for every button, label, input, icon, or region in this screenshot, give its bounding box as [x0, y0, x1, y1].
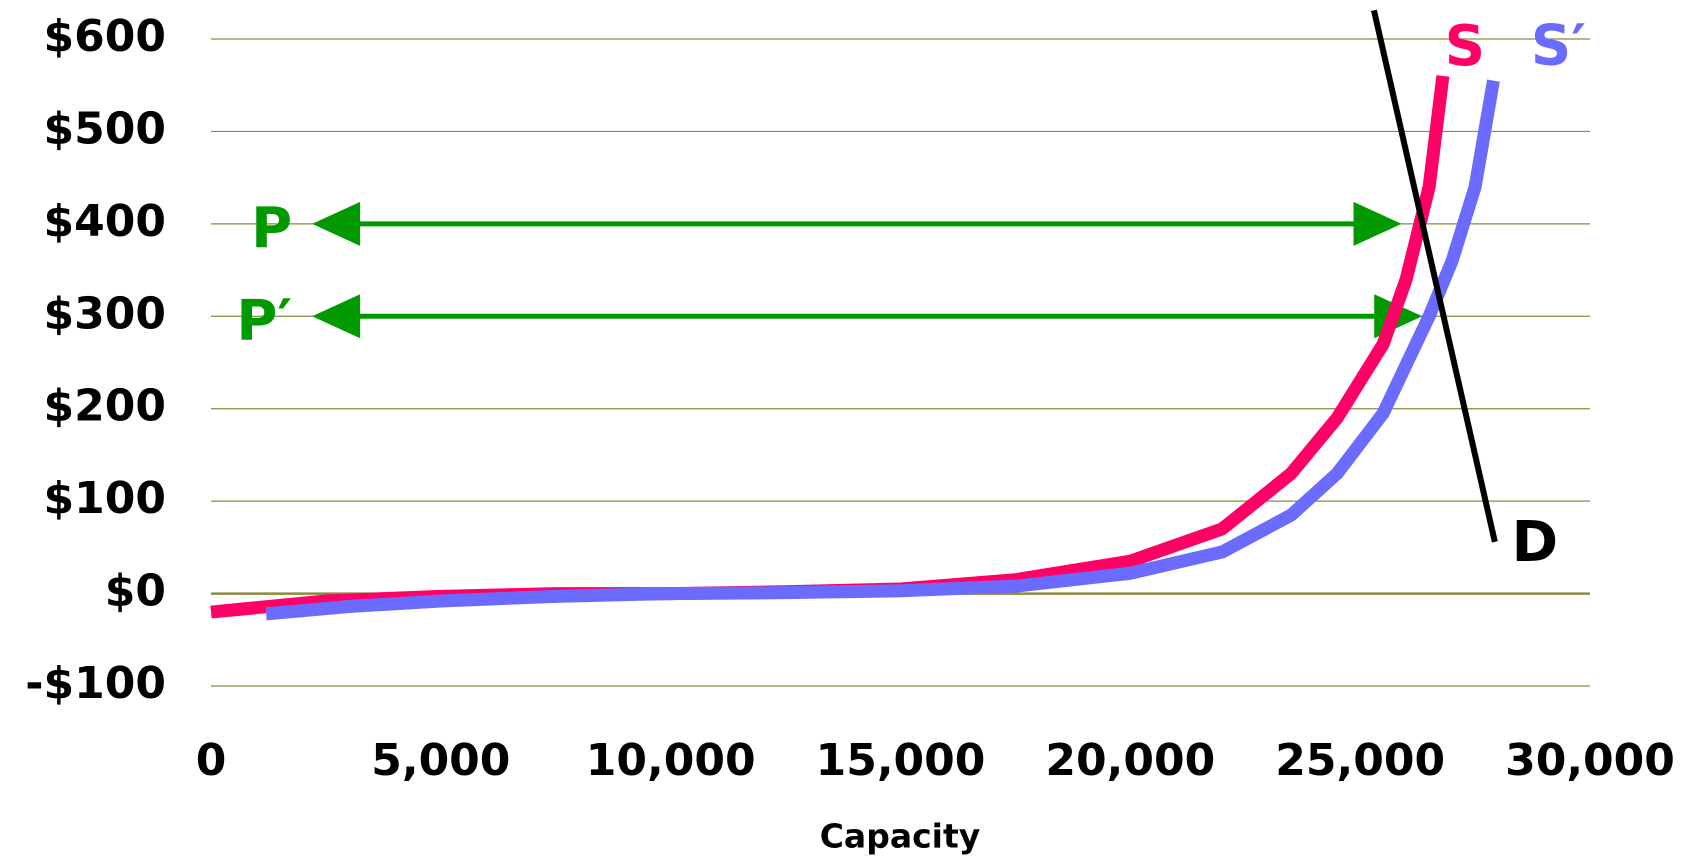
arrow-head — [312, 294, 361, 339]
series-label: S′ — [1531, 14, 1586, 79]
arrow-label: P′ — [236, 288, 292, 353]
series-label: D — [1512, 510, 1558, 575]
y-tick-label: $500 — [44, 103, 166, 154]
x-tick-label: 10,000 — [586, 735, 756, 786]
x-tick-label: 0 — [196, 735, 227, 786]
x-tick-label: 30,000 — [1505, 735, 1675, 786]
arrow-label: P — [251, 196, 292, 261]
x-tick-label: 5,000 — [371, 735, 510, 786]
arrow-head — [1353, 201, 1402, 246]
y-tick-label: $0 — [105, 566, 166, 617]
y-tick-label: $300 — [44, 288, 166, 339]
series-label: S — [1445, 14, 1485, 79]
x-tick-label: 25,000 — [1275, 735, 1445, 786]
y-tick-label: $600 — [44, 11, 166, 62]
y-tick-label: $200 — [44, 381, 166, 432]
x-tick-label: 15,000 — [816, 735, 986, 786]
y-tick-label: -$100 — [25, 658, 166, 709]
y-tick-label: $100 — [44, 473, 166, 524]
x-tick-label: 20,000 — [1045, 735, 1215, 786]
series-line — [1371, 9, 1498, 543]
y-tick-label: $400 — [44, 196, 166, 247]
x-axis-title: Capacity — [820, 817, 981, 856]
arrow-head — [312, 201, 361, 246]
series-line — [265, 79, 1500, 621]
